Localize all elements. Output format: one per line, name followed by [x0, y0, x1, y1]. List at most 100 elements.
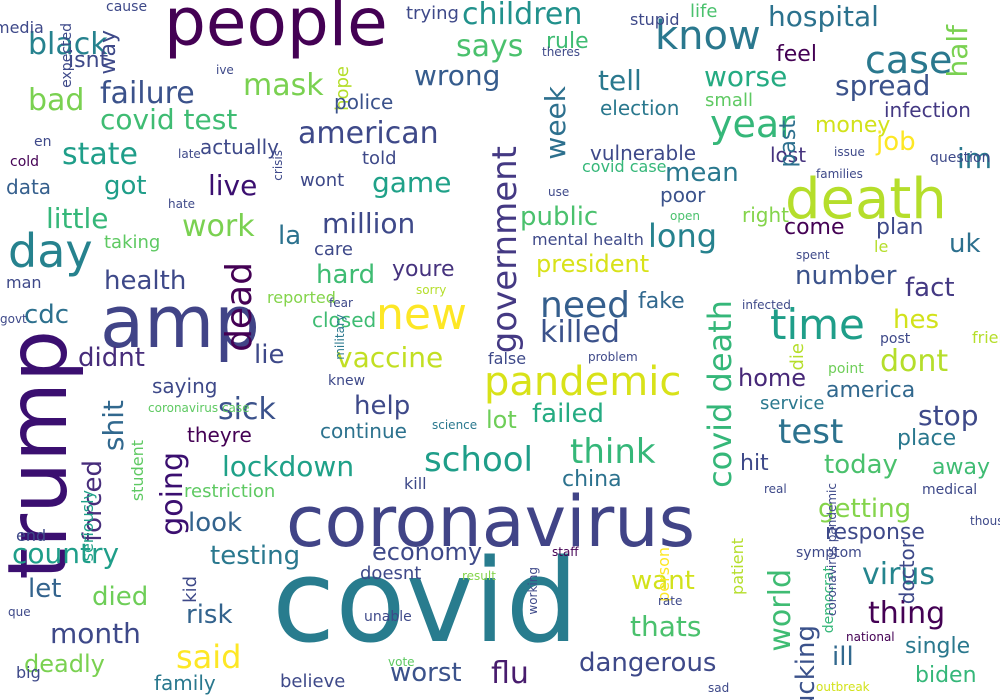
cloud-word-people: people: [164, 0, 388, 61]
cloud-word-hate: hate: [168, 197, 196, 211]
cloud-word-right: right: [742, 203, 789, 227]
cloud-word-open: open: [670, 209, 700, 223]
cloud-word-trying: trying: [406, 3, 459, 24]
cloud-word-thing: thing: [868, 596, 946, 631]
cloud-word-die: die: [787, 343, 808, 371]
cloud-word-fake: fake: [638, 289, 685, 314]
cloud-word-feel: feel: [776, 42, 817, 67]
cloud-word-infected: infected: [742, 298, 791, 312]
cloud-word-worse: worse: [704, 60, 788, 93]
cloud-word-mental-health: mental health: [532, 230, 644, 249]
cloud-word-spread: spread: [835, 69, 931, 102]
cloud-word-coronavirus-case: coronavirus case: [148, 401, 250, 415]
cloud-word-says: says: [456, 29, 524, 64]
cloud-word-half: half: [941, 25, 974, 78]
cloud-word-long: long: [648, 217, 718, 255]
cloud-word-question: question: [930, 150, 991, 166]
cloud-word-week: week: [539, 86, 572, 160]
cloud-word-time: time: [770, 300, 865, 349]
cloud-word-lockdown: lockdown: [222, 450, 355, 483]
cloud-word-month: month: [50, 617, 141, 650]
cloud-word-fear: fear: [329, 296, 353, 310]
cloud-word-deadly: deadly: [24, 650, 105, 678]
cloud-word-poor: poor: [660, 183, 706, 207]
cloud-word-year: year: [710, 102, 795, 146]
cloud-word-cold: cold: [10, 154, 40, 170]
cloud-word-hes: hes: [893, 305, 940, 335]
cloud-word-cause: cause: [106, 0, 148, 15]
cloud-word-money: money: [815, 113, 891, 138]
cloud-word-staff: staff: [552, 545, 579, 559]
cloud-word-rule: rule: [546, 29, 589, 54]
cloud-word-wrong: wrong: [414, 59, 501, 92]
cloud-word-stop: stop: [918, 399, 979, 432]
cloud-word-health: health: [104, 266, 187, 296]
cloud-word-seriously: seriously: [78, 490, 97, 562]
cloud-word-media: media: [0, 18, 44, 37]
cloud-word-country: country: [12, 537, 120, 570]
cloud-word-patient: patient: [728, 538, 747, 595]
cloud-word-dead: dead: [219, 262, 260, 352]
cloud-word-job: job: [876, 127, 916, 157]
cloud-word-outbreak: outbreak: [816, 680, 870, 694]
cloud-word-vulnerable: vulnerable: [590, 141, 697, 165]
cloud-word-america: america: [826, 378, 916, 403]
cloud-word-american: american: [298, 116, 439, 151]
cloud-word-away: away: [932, 455, 990, 480]
cloud-word-worst: worst: [390, 658, 462, 688]
cloud-word-point: point: [828, 361, 864, 377]
cloud-word-vaccine: vaccine: [336, 341, 444, 374]
cloud-word-public: public: [520, 202, 599, 232]
cloud-word-mean: mean: [665, 158, 739, 188]
cloud-word-saying: saying: [152, 374, 218, 398]
cloud-word-theyre: theyre: [187, 423, 252, 447]
cloud-word-million: million: [322, 207, 416, 240]
cloud-word-problem: problem: [588, 350, 638, 364]
cloud-word-getting: getting: [818, 494, 912, 524]
cloud-word-plan: plan: [876, 215, 924, 240]
cloud-word-death: death: [785, 167, 947, 232]
cloud-word-rate: rate: [658, 594, 683, 608]
cloud-word-student: student: [128, 440, 147, 502]
cloud-word-black: black: [28, 27, 108, 62]
cloud-word-state: state: [62, 137, 138, 172]
cloud-word-number: number: [795, 261, 897, 291]
cloud-word-lot: lot: [486, 406, 517, 434]
cloud-word-government: government: [485, 146, 525, 354]
cloud-word-working: working: [526, 567, 540, 615]
cloud-word-died: died: [92, 582, 149, 612]
cloud-word-virus: virus: [862, 557, 936, 592]
cloud-word-look: look: [188, 508, 243, 538]
cloud-word-covid-case: covid case: [582, 157, 667, 176]
cloud-word-thats: thats: [630, 610, 702, 643]
cloud-word-new: new: [376, 289, 467, 340]
cloud-word-amp: amp: [100, 280, 260, 364]
cloud-word-result: result: [462, 569, 496, 583]
cloud-word-le: le: [874, 237, 889, 256]
cloud-word-sad: sad: [708, 681, 730, 695]
cloud-word-issue: issue: [834, 145, 865, 159]
cloud-word-cdc: cdc: [24, 300, 70, 330]
cloud-word-little: little: [46, 202, 109, 235]
cloud-word-place: place: [897, 426, 957, 451]
cloud-word-china: china: [562, 467, 622, 492]
cloud-word-risk: risk: [186, 600, 233, 630]
cloud-word-thousand: thousand: [970, 514, 1000, 528]
cloud-word-failure: failure: [100, 76, 195, 111]
cloud-word-election: election: [600, 96, 680, 120]
cloud-word-sick: sick: [218, 392, 276, 427]
cloud-word-know: know: [655, 13, 761, 59]
cloud-word-test: test: [778, 412, 844, 452]
cloud-word-family: family: [154, 671, 216, 695]
cloud-word-military: military: [333, 314, 347, 360]
cloud-word-care: care: [314, 239, 354, 260]
cloud-word-hospital: hospital: [768, 0, 879, 33]
cloud-word-actually: actually: [200, 135, 279, 159]
cloud-word-covid-test: covid test: [100, 103, 238, 136]
cloud-word-game: game: [372, 166, 452, 199]
cloud-word-come: come: [784, 215, 845, 240]
cloud-word-taking: taking: [104, 232, 161, 253]
cloud-word-children: children: [462, 0, 583, 32]
cloud-word-isnt: isnt: [68, 48, 109, 73]
cloud-word-big: big: [16, 663, 41, 682]
